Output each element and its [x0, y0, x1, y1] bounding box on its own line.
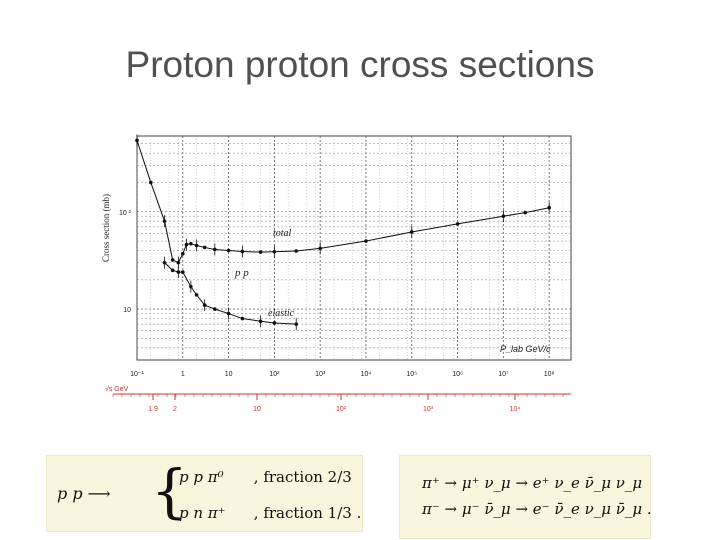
- x-tick-label: 10: [225, 371, 233, 378]
- data-point-elastic: [272, 321, 277, 325]
- x-axis-label: P_lab GeV/c: [500, 344, 551, 354]
- pp-reaction-equation: p p ⟶ { p p π⁰ , fraction 2/3 p n π⁺ , f…: [46, 455, 363, 532]
- secondary-axis-ticks: 1.9 2 10 10² 10³ 10⁴: [112, 394, 564, 413]
- x-tick-label: 10⁻¹: [130, 371, 144, 378]
- secondary-tick-label: 10³: [423, 406, 434, 413]
- data-point-total: [226, 248, 231, 253]
- data-point-elastic: [194, 293, 199, 297]
- pp-row1-product: p p π⁰: [179, 468, 224, 486]
- pp-row2-fraction: , fraction 1/3 .: [253, 504, 362, 522]
- x-tick-label: 10⁷: [498, 371, 509, 378]
- pion-decay-equation: π⁺ → μ⁺ ν_μ → e⁺ ν_e ν̄_μ ν_μ π⁻ → μ⁻ ν̄…: [399, 455, 652, 539]
- data-point-total: [364, 239, 368, 243]
- y-tick-label: 10 ²: [119, 210, 132, 217]
- x-tick-label: 10⁶: [452, 371, 463, 378]
- pi-minus-decay: π⁻ → μ⁻ ν̄_μ → e⁻ ν̄_e ν_μ ν̄_μ .: [422, 500, 652, 518]
- secondary-tick-label: 1.9: [148, 406, 158, 413]
- data-point-total: [202, 245, 207, 250]
- secondary-tick-label: 2: [173, 406, 177, 413]
- series-total: [135, 134, 551, 269]
- annotation-pp: p p: [234, 267, 249, 279]
- x-tick-label: 1: [181, 371, 185, 378]
- data-point-total: [294, 249, 299, 253]
- secondary-axis-label: √s GeV: [105, 385, 129, 393]
- slide-title: Proton proton cross sections: [125, 44, 595, 85]
- plot-frame: [136, 135, 572, 361]
- data-point-elastic: [240, 316, 245, 321]
- series-elastic: [162, 256, 299, 331]
- data-point-total: [455, 222, 460, 226]
- y-tick-label: 10: [123, 307, 131, 314]
- data-point-elastic: [180, 270, 185, 274]
- y-axis-label: Cross section (mb): [101, 194, 111, 262]
- x-tick-label: 10⁴: [361, 371, 372, 378]
- secondary-tick-label: 10²: [336, 406, 347, 413]
- cross-section-chart: 10⁻¹ 1 10 10² 10³ 10⁴ 10⁵ 10⁶ 10⁷ 10⁸ 10 ² 10 Cross…: [101, 134, 572, 413]
- data-point-total: [523, 210, 528, 215]
- x-tick-label: 10²: [269, 371, 280, 378]
- annotation-elastic: elastic: [268, 308, 295, 319]
- pp-row-1: p p π⁰ , fraction 2/3: [179, 468, 352, 486]
- secondary-tick-label: 10⁴: [510, 406, 521, 413]
- pp-lhs: p p ⟶: [57, 484, 111, 503]
- data-point-total: [148, 180, 153, 185]
- pp-row-2: p n π⁺ , fraction 1/3 .: [179, 504, 361, 522]
- data-point-elastic: [170, 268, 175, 273]
- data-point-total: [180, 251, 185, 256]
- data-point-elastic: [213, 307, 217, 311]
- axis-ticks: 10⁻¹ 1 10 10² 10³ 10⁴ 10⁵ 10⁶ 10⁷ 10⁸ 10 ² 10: [119, 210, 555, 378]
- x-tick-label: 10³: [315, 371, 326, 378]
- pp-row1-fraction: , fraction 2/3: [253, 468, 352, 486]
- data-point-total: [189, 241, 193, 246]
- annotation-total: total: [273, 228, 292, 239]
- x-tick-label: 10⁵: [406, 371, 417, 378]
- x-tick-label: 10⁸: [544, 371, 555, 378]
- brace-symbol: {: [151, 457, 188, 525]
- secondary-tick-label: 10: [253, 406, 261, 413]
- data-point-total: [258, 250, 263, 254]
- data-point-total: [170, 258, 175, 262]
- pi-plus-decay: π⁺ → μ⁺ ν_μ → e⁺ ν_e ν̄_μ ν_μ: [422, 474, 643, 492]
- pp-row2-product: p n π⁺: [179, 504, 226, 522]
